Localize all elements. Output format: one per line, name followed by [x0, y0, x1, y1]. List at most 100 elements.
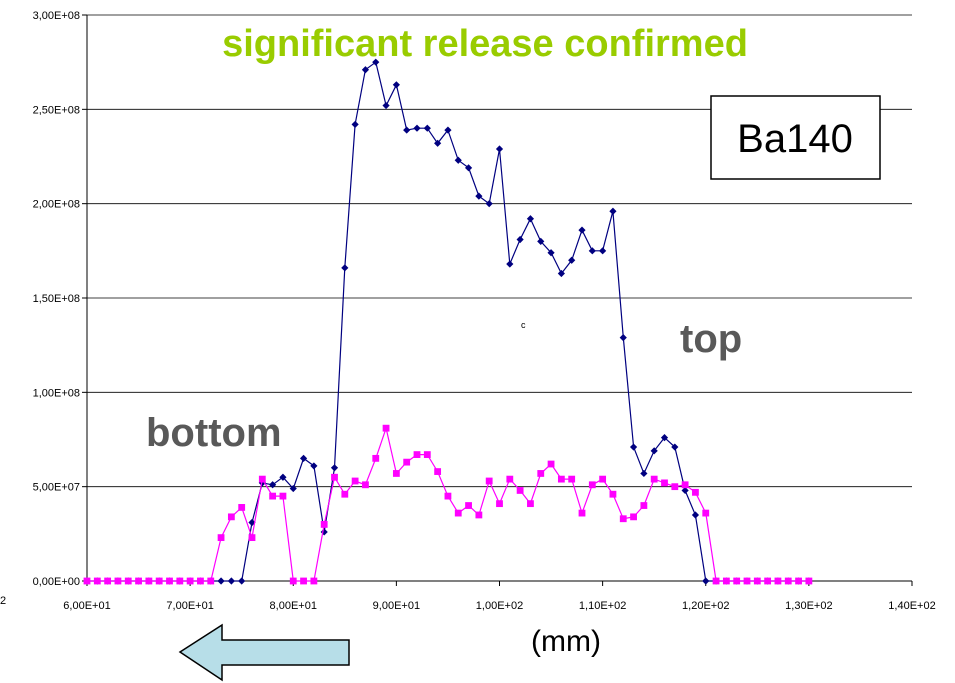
- data-point: [609, 207, 617, 215]
- data-point: [692, 488, 699, 496]
- data-point: [640, 502, 648, 509]
- data-point: [650, 447, 658, 455]
- x-tick-label: 6,00E+01: [63, 600, 110, 612]
- data-point: [475, 192, 483, 200]
- x-tick-label: 8,00E+01: [270, 600, 317, 612]
- data-point: [423, 124, 431, 132]
- data-point: [444, 126, 452, 134]
- bottom-series-label: bottom: [146, 411, 282, 455]
- data-point: [485, 477, 493, 485]
- data-point: [93, 577, 101, 585]
- data-point: [753, 577, 761, 585]
- data-point: [186, 577, 194, 585]
- data-point: [537, 470, 545, 477]
- data-point: [547, 460, 555, 468]
- data-point: [258, 475, 266, 483]
- data-point: [795, 577, 802, 585]
- data-point: [527, 500, 534, 508]
- data-point: [702, 577, 710, 585]
- data-point: [145, 577, 153, 585]
- series-group: [83, 58, 813, 585]
- data-point: [289, 577, 297, 585]
- data-point: [372, 454, 380, 462]
- data-point: [155, 577, 163, 585]
- y-tick-label: 1,50E+08: [33, 293, 80, 305]
- data-point: [671, 443, 679, 451]
- data-point: [764, 577, 772, 585]
- data-point: [279, 473, 287, 481]
- data-point: [351, 477, 359, 485]
- data-point: [331, 473, 338, 481]
- data-point: [661, 479, 668, 487]
- data-point: [506, 260, 514, 268]
- data-point: [238, 504, 246, 511]
- data-point: [743, 577, 751, 585]
- data-point: [434, 139, 442, 147]
- data-point: [681, 481, 689, 489]
- stray-2-label: 2: [0, 595, 6, 607]
- data-point: [547, 249, 555, 257]
- data-point: [681, 486, 689, 495]
- data-point: [660, 434, 669, 442]
- data-point: [619, 515, 627, 523]
- data-point: [330, 464, 339, 472]
- left-arrow-icon: [178, 623, 350, 682]
- x-tick-label: 1,40E+02: [888, 600, 935, 612]
- data-point: [712, 577, 720, 585]
- data-point: [784, 577, 792, 585]
- data-point: [464, 164, 473, 172]
- y-tick-label: 1,00E+08: [33, 387, 80, 399]
- data-point: [217, 577, 225, 585]
- data-point: [516, 487, 524, 494]
- data-point: [588, 247, 596, 255]
- y-tick-label: 2,00E+08: [33, 199, 80, 211]
- data-point: [774, 577, 782, 585]
- data-point: [166, 577, 173, 585]
- data-point: [413, 451, 421, 458]
- top-series-label: top: [680, 317, 742, 361]
- data-point: [526, 215, 535, 223]
- data-point: [320, 528, 328, 536]
- data-point: [227, 577, 235, 585]
- data-point: [557, 269, 565, 278]
- data-point: [227, 513, 235, 521]
- y-tick-label: 0,00E+00: [33, 576, 80, 588]
- data-point: [269, 481, 277, 489]
- isotope-label: Ba140: [737, 117, 853, 161]
- x-axis-label: (mm): [531, 625, 601, 658]
- x-tick-label: 1,30E+02: [785, 600, 832, 612]
- data-point: [599, 247, 607, 255]
- x-tick-label: 9,00E+01: [373, 600, 420, 612]
- data-point: [300, 577, 307, 585]
- data-point: [578, 226, 586, 234]
- data-point: [299, 454, 308, 462]
- data-point: [423, 451, 431, 458]
- data-point: [83, 577, 91, 585]
- data-point: [403, 458, 411, 466]
- chart-title: significant release confirmed: [222, 23, 748, 65]
- x-tick-label: 1,20E+02: [682, 600, 729, 612]
- data-point: [279, 492, 287, 500]
- data-point: [114, 577, 122, 585]
- data-point: [413, 124, 421, 132]
- data-point: [361, 66, 370, 74]
- data-point: [104, 577, 112, 585]
- data-point: [372, 58, 380, 66]
- data-point: [619, 334, 627, 342]
- data-point: [217, 534, 225, 542]
- data-point: [578, 509, 586, 517]
- data-point: [733, 577, 741, 585]
- data-point: [640, 469, 648, 478]
- data-point: [341, 490, 349, 498]
- data-point: [475, 511, 483, 519]
- data-point: [176, 577, 184, 585]
- data-point: [269, 492, 277, 500]
- data-point: [238, 577, 246, 585]
- data-point: [392, 470, 400, 477]
- data-point: [310, 577, 318, 585]
- data-point: [702, 509, 710, 517]
- data-point: [124, 577, 132, 585]
- data-point: [557, 475, 565, 483]
- data-point: [392, 81, 400, 89]
